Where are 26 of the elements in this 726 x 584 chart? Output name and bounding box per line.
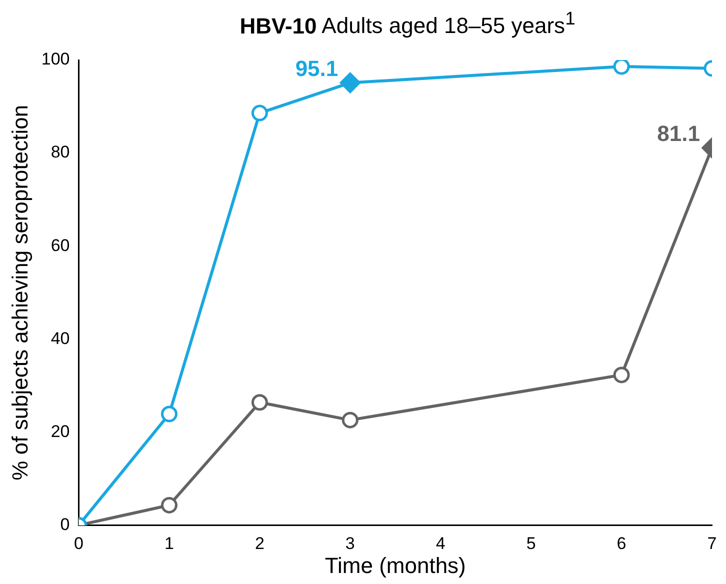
data-label: 95.1 [295, 56, 338, 81]
x-tick-label: 7 [707, 534, 717, 554]
point [160, 496, 178, 514]
y-tick-label: 60 [50, 236, 70, 255]
y-tick-label: 20 [50, 422, 70, 441]
x-tick-label: 6 [616, 534, 626, 554]
point [342, 412, 358, 428]
x-tick-label: 1 [164, 534, 174, 554]
x-tick-label: 4 [436, 534, 446, 554]
point [251, 104, 268, 122]
y-axis-title: % of subjects achieving seroprotection [7, 104, 32, 480]
x-tick-label: 3 [345, 534, 355, 554]
point [251, 394, 268, 411]
point [613, 60, 630, 75]
y-tick-label: 40 [50, 328, 70, 348]
data-label: 81.1 [657, 120, 700, 146]
chart-title: HBV-10 Adults aged 18–55 years$^{1}$ [240, 8, 576, 38]
point [613, 366, 630, 384]
y-tick-label: 0 [60, 514, 70, 534]
x-tick-label: 5 [526, 534, 536, 554]
x-axis-title: Time (months) [324, 552, 466, 578]
y-tick-label: 80 [50, 142, 70, 162]
x-tick-label: 0 [74, 534, 84, 554]
point [160, 406, 178, 422]
x-tick-label: 2 [254, 534, 264, 554]
y-tick-label: 100 [41, 50, 70, 69]
